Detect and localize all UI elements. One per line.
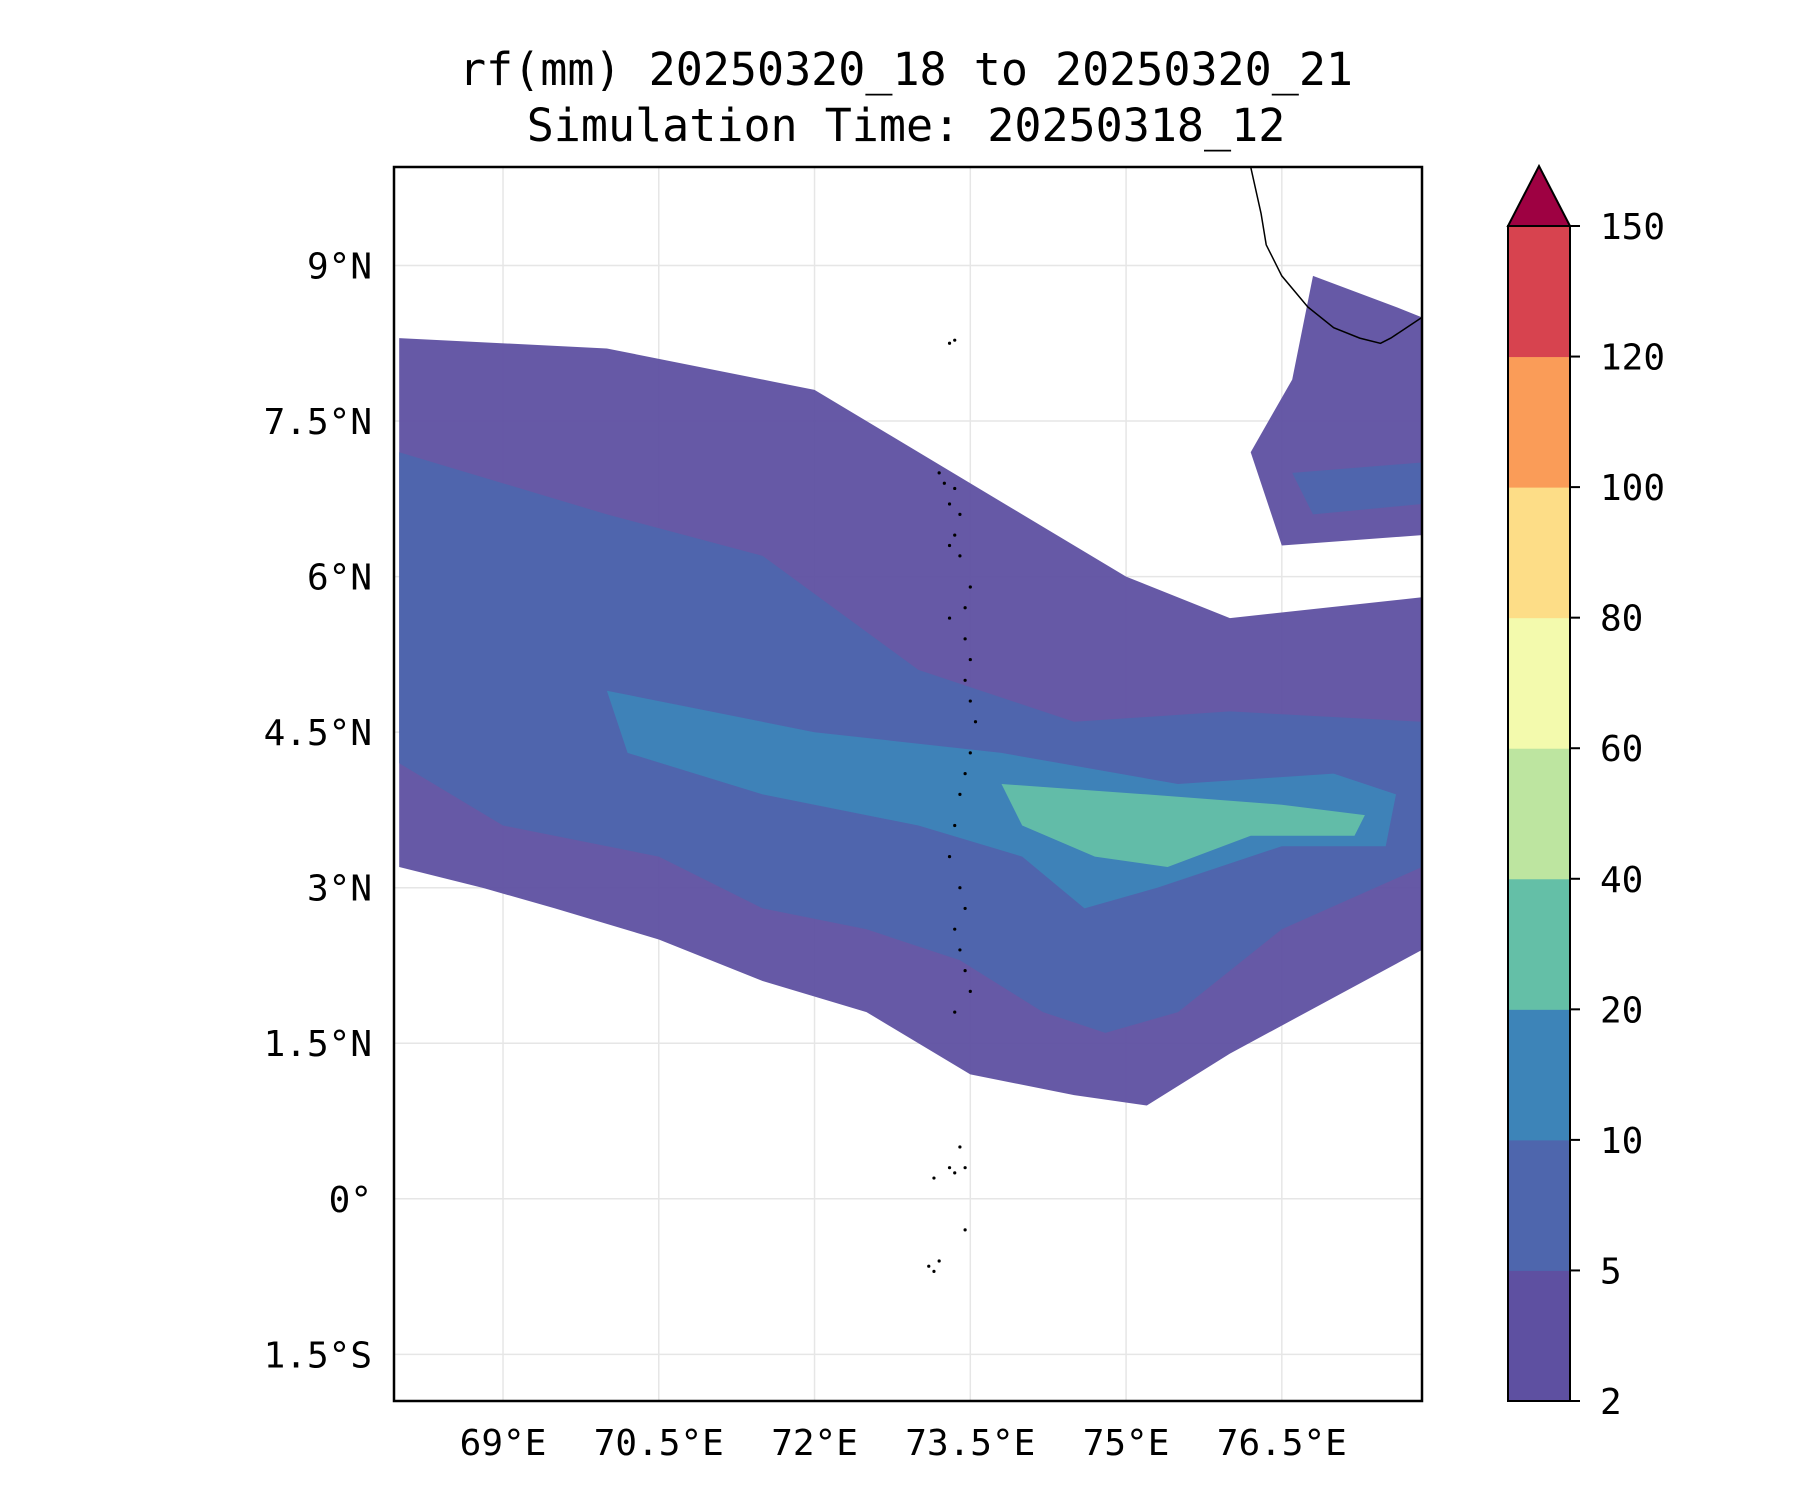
island-dot-16 [968,699,972,703]
colorbar-segment-1 [1508,1139,1570,1271]
island-dot-19 [963,772,967,776]
island-dot-32 [932,1176,936,1180]
lon-tick-label-1: 70.5°E [594,1423,724,1464]
colorbar-label-0: 2 [1600,1382,1622,1423]
island-dot-22 [947,854,952,859]
island-dot-36 [937,1259,941,1263]
colorbar-label-7: 100 [1600,468,1665,509]
island-dot-25 [953,927,957,931]
colorbar-segment-2 [1508,1009,1570,1141]
colorbar-segment-5 [1508,617,1570,749]
longitude-tick-labels: 69°E 70.5°E 72°E 73.5°E 75°E 76.5°E [460,1423,1347,1464]
island-dot-0 [947,341,952,345]
lon-tick-label-2: 72°E [771,1423,858,1464]
map-subtitle: Simulation Time: 20250318_12 [526,99,1286,152]
island-dot-6 [958,512,962,516]
colorbar-extend-arrow [1506,163,1572,227]
island-dot-20 [958,792,962,796]
island-dot-14 [968,657,972,662]
island-dot-3 [942,481,946,485]
colorbar-outline [1507,225,1571,1402]
island-dot-37 [927,1264,931,1268]
colorbar-label-8: 120 [1600,338,1665,379]
island-dot-10 [968,585,972,589]
lon-tick-label-0: 69°E [460,1423,547,1464]
colorbar-label-1: 5 [1600,1251,1622,1292]
island-dot-11 [963,606,967,610]
rain-band-5 [1001,784,1365,867]
map-title: rf(mm) 20250320_18 to 20250320_21 [458,43,1354,96]
colorbar: 2 5 10 20 40 60 80 100 120 150 [1506,163,1665,1423]
rain-band-2 [399,452,1422,1033]
lat-tick-label-4: 3°N [307,869,372,910]
lat-tick-label-1: 7.5°N [264,402,372,443]
lon-tick-label-3: 73.5°E [905,1423,1035,1464]
colorbar-label-4: 40 [1600,860,1643,901]
colorbar-label-9: 150 [1600,207,1665,248]
lon-tick-label-4: 75°E [1083,1423,1170,1464]
lon-tick-label-5: 76.5°E [1217,1423,1347,1464]
island-dot-4 [953,486,957,491]
island-dot-15 [963,678,967,682]
colorbar-label-2: 10 [1600,1121,1643,1162]
island-dot-12 [947,616,952,620]
island-dot-13 [963,637,967,641]
colorbar-segment-0 [1508,1270,1570,1402]
island-dot-28 [968,989,972,993]
island-dot-8 [947,543,952,548]
island-dot-5 [947,502,952,506]
colorbar-label-5: 60 [1600,729,1643,770]
colorbar-segment-3 [1508,878,1570,1010]
island-dot-18 [968,751,972,755]
colorbar-label-3: 20 [1600,990,1643,1031]
colorbar-segment-7 [1508,356,1570,488]
lat-tick-label-3: 4.5°N [264,713,372,754]
colorbar-segment-4 [1508,748,1570,880]
lat-tick-label-5: 1.5°N [264,1024,372,1065]
island-dot-23 [958,886,962,890]
island-dot-35 [963,1228,967,1232]
island-dot-29 [953,1010,957,1014]
island-dot-24 [963,906,967,911]
island-dot-31 [947,1166,952,1170]
island-dot-2 [937,471,941,475]
island-dot-38 [932,1269,936,1273]
island-dot-34 [963,1166,967,1170]
rain-band-3 [1292,462,1422,515]
colorbar-segment-8 [1508,226,1570,358]
island-dot-7 [953,533,957,537]
island-dot-26 [958,948,962,952]
island-dot-17 [973,720,978,724]
colorbar-label-6: 80 [1600,599,1643,640]
island-dot-9 [958,554,962,558]
island-dot-1 [953,338,957,342]
latitude-tick-labels: 9°N 7.5°N 6°N 4.5°N 3°N 1.5°N 0° 1.5°S [264,247,372,1377]
lat-tick-label-2: 6°N [307,558,372,599]
lat-tick-label-7: 1.5°S [264,1335,372,1376]
lat-tick-label-0: 9°N [307,247,372,288]
map-frame [392,165,1424,1403]
coastline [927,167,1422,1273]
island-dot-30 [958,1145,962,1149]
island-dot-33 [953,1171,957,1175]
india-coastline [1249,167,1422,345]
lat-tick-label-6: 0° [329,1180,372,1221]
island-dot-27 [963,969,967,973]
rainfall-contours [399,275,1422,1106]
colorbar-segment-6 [1508,487,1570,619]
island-dot-21 [953,823,957,828]
